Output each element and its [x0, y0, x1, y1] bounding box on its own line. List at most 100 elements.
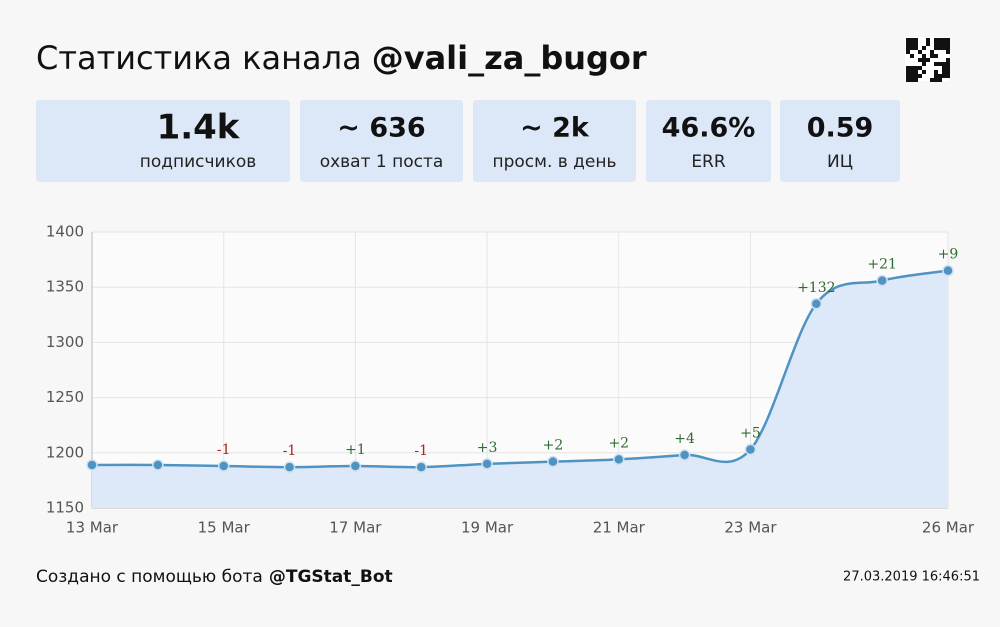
qr-cell — [942, 66, 946, 70]
qr-cell — [914, 66, 918, 70]
stat-label: просм. в день — [492, 152, 616, 172]
qr-cell — [946, 62, 950, 66]
point — [481, 458, 493, 470]
qr-cell — [942, 62, 946, 66]
qr-cell — [946, 46, 950, 50]
qr-cell — [942, 42, 946, 46]
qr-cell — [934, 54, 938, 58]
qr-cell — [910, 54, 914, 58]
point — [547, 455, 559, 468]
area — [92, 270, 948, 508]
timestamp: 27.03.2019 16:46:51 — [843, 570, 980, 585]
x-tick-label: 17 Mar — [329, 519, 382, 537]
point — [876, 274, 888, 287]
qr-cell — [942, 74, 946, 78]
delta-label: +4 — [674, 431, 695, 447]
stat-card — [780, 100, 900, 182]
qr-cell — [938, 38, 942, 42]
qr-cell — [946, 38, 950, 42]
qr-cell — [910, 46, 914, 50]
qr-cell — [934, 42, 938, 46]
point — [283, 461, 296, 473]
footer-text: Создано с помощью бота @TGStat_Bot — [36, 567, 393, 587]
x-tick-label: 15 Mar — [198, 519, 251, 537]
qr-cell — [918, 50, 922, 54]
qr-cell — [910, 42, 914, 46]
delta-label: -1 — [283, 443, 297, 459]
qr-cell — [938, 74, 942, 78]
qr-cell — [942, 46, 946, 50]
stat-label: ИЦ — [827, 152, 853, 172]
qr-cell — [922, 70, 926, 74]
qr-cell — [914, 38, 918, 42]
qr-cell — [934, 38, 938, 42]
qr-cell — [946, 50, 950, 54]
qr-cell — [910, 66, 914, 70]
stat-value: 1.4k — [157, 108, 241, 148]
line — [91, 269, 949, 469]
qr-cell — [906, 78, 910, 82]
qr-cell — [918, 66, 922, 70]
qr-cell — [914, 78, 918, 82]
qr-cell — [946, 70, 950, 74]
stat-value: ~ 2k — [520, 113, 590, 144]
qr-cell — [906, 42, 910, 46]
point — [349, 460, 362, 472]
qr-cell — [914, 70, 918, 74]
qr-cell — [910, 78, 914, 82]
qr-cell — [946, 58, 950, 62]
qr-cell — [934, 46, 938, 50]
stat-card — [36, 100, 290, 182]
qr-cell — [906, 38, 910, 42]
qr-cell — [942, 38, 946, 42]
qr-cell — [918, 74, 922, 78]
qr-cell — [930, 54, 934, 58]
y-tick-label: 1150 — [46, 499, 84, 517]
point — [810, 298, 823, 310]
qr-cell — [910, 70, 914, 74]
x-tick-label: 13 Mar — [66, 519, 119, 537]
x-tick-label: 26 Mar — [922, 519, 975, 537]
channel-name: @vali_za_bugor — [372, 39, 647, 77]
qr-cell — [926, 42, 930, 46]
title: Статистика канала @vali_za_bugor — [36, 39, 647, 77]
qr-cell — [918, 58, 922, 62]
footer-prefix: Создано с помощью бота — [36, 567, 263, 587]
point — [152, 459, 164, 471]
qr-cell — [942, 70, 946, 74]
delta-label: -1 — [217, 442, 231, 458]
point — [613, 453, 625, 466]
qr-cell — [922, 58, 926, 62]
qr-cell — [906, 70, 910, 74]
qr-cell — [914, 74, 918, 78]
point — [744, 443, 757, 456]
qr-cell — [906, 74, 910, 78]
point — [678, 449, 691, 461]
delta-label: +5 — [740, 425, 761, 441]
qr-cell — [930, 50, 934, 54]
qr-cell — [914, 42, 918, 46]
stat-value: 0.59 — [807, 113, 874, 144]
qr-cell — [934, 74, 938, 78]
point — [217, 460, 230, 472]
stat-label: ERR — [691, 152, 726, 172]
qr-cell — [946, 74, 950, 78]
qr-cell — [938, 78, 942, 82]
stat-card — [646, 100, 771, 182]
qr-cell — [906, 46, 910, 50]
qr-cell — [926, 58, 930, 62]
y-tick-label: 1200 — [46, 443, 84, 461]
qr-cell — [914, 46, 918, 50]
delta-label: -1 — [414, 443, 428, 459]
qr-cell — [922, 46, 926, 50]
qr-cell — [922, 54, 926, 58]
delta-label: +9 — [938, 247, 959, 263]
point — [415, 461, 427, 473]
point — [86, 459, 98, 471]
stat-label: охват 1 поста — [320, 152, 444, 172]
x-tick-label: 23 Mar — [724, 519, 777, 537]
delta-label: +2 — [543, 438, 564, 454]
stat-value: 46.6% — [662, 113, 756, 144]
